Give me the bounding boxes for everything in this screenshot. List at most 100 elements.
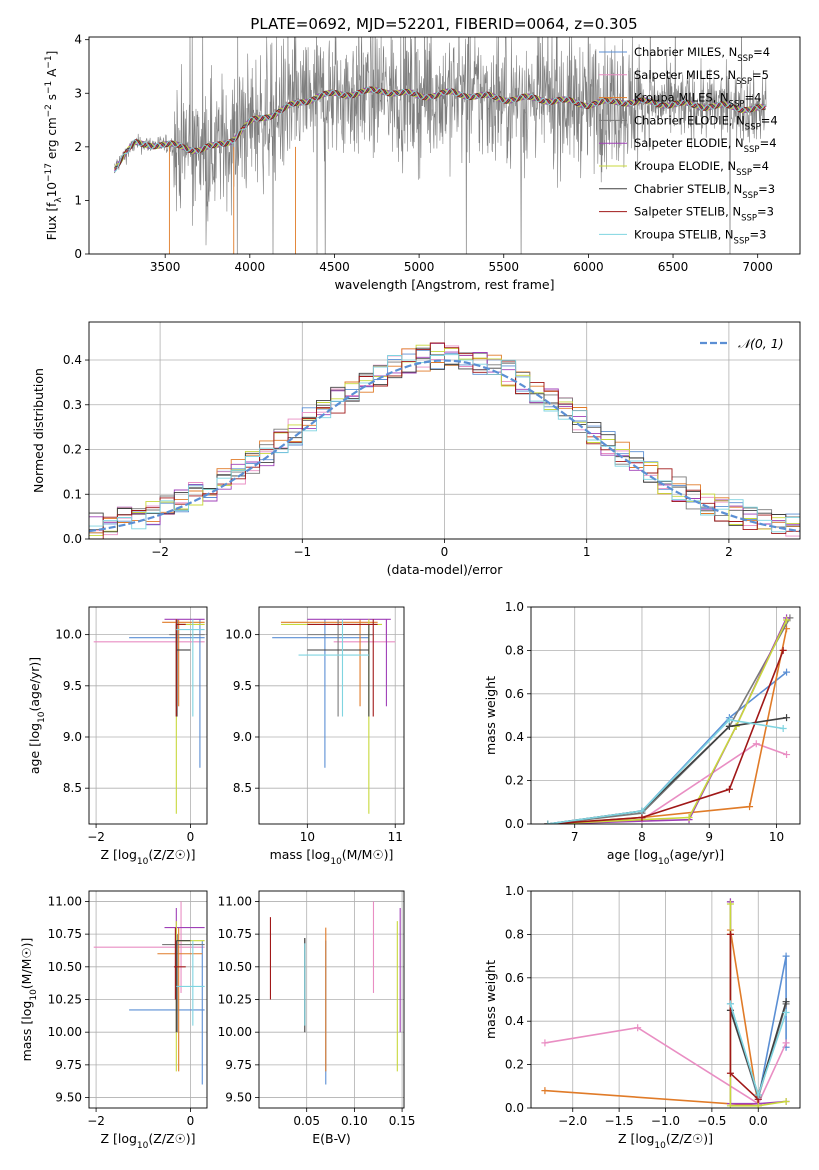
- mass-vs-ebv-ytick-label: 10.75: [218, 927, 252, 941]
- mass-vs-z-ytick-label: 10.75: [48, 927, 82, 941]
- weight-vs-age-ytick-label: 0.6: [505, 687, 524, 701]
- legend-entry: Salpeter ELODIE, NSSP=4: [634, 136, 777, 155]
- age-vs-z-ytick-label: 10.0: [55, 628, 82, 642]
- weight-point: [779, 725, 787, 733]
- residuals-ytick-label: 0.1: [63, 487, 82, 501]
- weight-vs-z-xtick-label: −2.0: [558, 1114, 587, 1128]
- weight-point: [779, 646, 787, 654]
- normal-curve: [89, 359, 800, 533]
- mass-vs-z-frame: [88, 890, 208, 1109]
- weight-point: [634, 1024, 642, 1032]
- mass-vs-z-xtick-label: 0: [187, 1114, 195, 1128]
- age-vs-mass-ytick-label: 10.0: [225, 628, 252, 642]
- age-vs-z-frame: [88, 606, 208, 825]
- histogram-step: [89, 347, 800, 533]
- mass-vs-z-ytick-label: 9.50: [55, 1091, 82, 1105]
- legend-entry: 𝒩(0, 1): [738, 336, 784, 351]
- weight-vs-age-plot-area: [544, 614, 794, 824]
- spectrum-xtick-label: 6500: [658, 260, 689, 274]
- spectrum-ytick-label: 4: [74, 33, 82, 47]
- mass-vs-ebv-ytick-label: 10.00: [218, 1025, 252, 1039]
- spectrum-ytick-label: 3: [74, 86, 82, 100]
- legend-entry: Chabrier ELODIE, NSSP=4: [634, 113, 778, 132]
- weight-point: [782, 952, 790, 960]
- spectrum-xtick-label: 4000: [235, 260, 266, 274]
- spectrum-model-line: [113, 86, 766, 170]
- mass-vs-ebv-axes: 0.05 0.10 0.15 9.50 9.75 10.00 10.25 10.50 10.75…: [218, 891, 415, 1146]
- legend-entry: Kroupa STELIB, NSSP=3: [634, 227, 766, 246]
- weight-vs-age-xtick-label: 7: [571, 830, 579, 844]
- age-vs-mass-ytick-label: 9.5: [233, 679, 252, 693]
- weight-point: [746, 803, 754, 811]
- weight-point: [782, 998, 790, 1006]
- age-vs-z-xtick-label: −2: [87, 830, 105, 844]
- weight-vs-age-ylabel: mass weight: [483, 676, 498, 755]
- mass-vs-z-ytick-label: 10.25: [48, 993, 82, 1007]
- weight-point: [544, 820, 552, 824]
- weight-point: [726, 1000, 734, 1008]
- spectrum-xtick-label: 7000: [742, 260, 773, 274]
- age-vs-mass-frame: [258, 606, 405, 825]
- weight-point: [783, 751, 791, 759]
- residuals-xtick-label: −1: [293, 545, 311, 559]
- weight-vs-age-xlabel: age [log10(age/yr)]: [607, 847, 724, 867]
- weight-point: [638, 813, 646, 821]
- weight-point: [726, 930, 734, 938]
- mass-vs-ebv-ytick-label: 10.25: [218, 993, 252, 1007]
- weight-point: [541, 1039, 549, 1047]
- spectrum-xtick-label: 3500: [150, 260, 181, 274]
- age-vs-mass-axes: 10 11 8.5 9.0 9.5 10.0 mass [log10(M/M☉)]: [225, 607, 404, 867]
- spectrum-xlabel: wavelength [Angstrom, rest frame]: [334, 277, 554, 292]
- weight-vs-z-ytick-label: 0.0: [505, 1101, 524, 1115]
- residuals-xtick-label: 1: [583, 545, 591, 559]
- weight-series-line: [544, 1026, 787, 1105]
- residuals-frame: [88, 321, 801, 540]
- weight-vs-z-xlabel: Z [log10(Z/Z☉)]: [618, 1131, 713, 1151]
- legend-entry: Chabrier MILES, NSSP=4: [634, 45, 770, 64]
- spectrum-frame: [88, 36, 801, 255]
- spectrum-axes: 3500 4000 4500 5000 5500 6000 6500 7000 0 1 2 3 4 wav…: [74, 33, 773, 292]
- mass-vs-z-plot-area: [93, 901, 205, 1085]
- mass-vs-ebv-ytick-label: 9.75: [225, 1058, 252, 1072]
- weight-point: [783, 668, 791, 676]
- weight-vs-age-xtick-label: 8: [638, 830, 646, 844]
- age-vs-mass-xtick-label: 11: [388, 830, 403, 844]
- weight-vs-z-ytick-label: 1.0: [505, 884, 524, 898]
- residuals-ylabel: Normed distribution: [31, 368, 46, 493]
- weight-vs-age-axes: 7 8 9 10 0.0 0.2 0.4 0.6 0.8 1.0 age [log10(age/yr…: [483, 600, 800, 867]
- mass-vs-z-xtick-label: −2: [87, 1114, 105, 1128]
- weight-series-line: [547, 619, 788, 824]
- spectrum-legend: Chabrier MILES, NSSP=4 Salpeter MILES, NS…: [599, 45, 778, 246]
- mass-vs-ebv-ytick-label: 10.50: [218, 960, 252, 974]
- mass-vs-z-ytick-label: 10.00: [48, 1025, 82, 1039]
- weight-point: [725, 716, 733, 724]
- spectrum-data-line: [114, 37, 767, 254]
- legend-entry: Kroupa MILES, NSSP=4: [634, 91, 761, 110]
- mass-vs-ebv-plot-area: [269, 901, 401, 1085]
- age-vs-z-ytick-label: 9.0: [63, 730, 82, 744]
- mass-vs-ebv-ytick-label: 9.50: [225, 1091, 252, 1105]
- figure-title: PLATE=0692, MJD=52201, FIBERID=0064, z=0…: [250, 15, 637, 33]
- weight-vs-age-ytick-label: 0.8: [505, 643, 524, 657]
- legend-entry: Chabrier STELIB, NSSP=3: [634, 182, 775, 201]
- weight-vs-z-axes: −2.0 −1.5 −1.0 −0.5 0.0 0.0 0.2 0.4 0.6 0.8 1.0 Z […: [483, 884, 800, 1151]
- spectrum-ytick-label: 0: [74, 247, 82, 261]
- weight-vs-z-xtick-label: 0.0: [749, 1114, 768, 1128]
- age-vs-z-ylabel: age [log10(age/yr)]: [27, 657, 47, 774]
- residuals-xlabel: (data-model)/error: [387, 562, 504, 577]
- spectrum-xtick-label: 4500: [319, 260, 350, 274]
- spectrum-xtick-label: 6000: [573, 260, 604, 274]
- residuals-xtick-label: −2: [151, 545, 169, 559]
- mass-vs-ebv-xlabel: E(B-V): [312, 1131, 351, 1146]
- residuals-legend: 𝒩(0, 1): [700, 336, 784, 351]
- spectrum-plot-area: [113, 37, 767, 254]
- age-vs-mass-xtick-label: 10: [300, 830, 315, 844]
- histogram-step: [89, 354, 800, 533]
- weight-series-line: [547, 718, 784, 824]
- mass-vs-ebv-xtick-label: 0.05: [293, 1114, 320, 1128]
- age-vs-z-axes: −2 0 8.5 9.0 9.5 10.0 Z [log10(Z/Z☉)] age [log1…: [27, 607, 207, 867]
- residuals-ytick-label: 0.2: [63, 443, 82, 457]
- weight-vs-age-xtick-label: 10: [769, 830, 784, 844]
- weight-vs-z-ylabel: mass weight: [483, 960, 498, 1039]
